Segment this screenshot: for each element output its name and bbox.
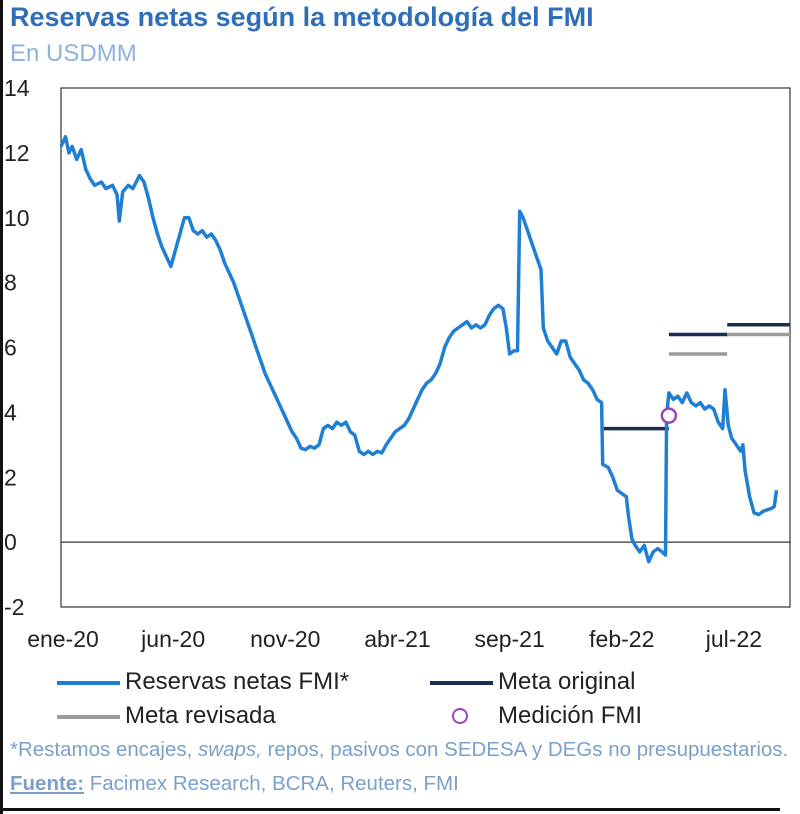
- legend-label-medicion: Medición FMI: [498, 702, 643, 729]
- y-tick-label: -2: [4, 594, 24, 620]
- legend-label-meta-revisada: Meta revisada: [125, 702, 276, 729]
- x-axis: ene-20 jun-20 nov-20 abr-21 sep-21 feb-22 jul-…: [27, 626, 762, 652]
- series-line-reservas-netas: [59, 134, 779, 564]
- y-axis: 14 12 10 8 6 4 2 0 -2: [4, 75, 30, 620]
- y-tick-label: 12: [4, 140, 30, 166]
- footnote-text-2: repos, pasivos con SEDESA y DEGs no pres…: [261, 738, 789, 761]
- legend-swatch-series: [57, 681, 120, 685]
- y-tick-label: 8: [4, 270, 17, 296]
- y-tick-label: 0: [4, 529, 17, 555]
- footnote-text-1: *Restamos encajes,: [10, 738, 199, 761]
- x-tick-label: sep-21: [474, 626, 544, 652]
- legend-label-series: Reservas netas FMI*: [125, 668, 350, 695]
- footnote-swaps: swaps,: [198, 738, 262, 761]
- chart-subtitle: En USDMM: [10, 40, 137, 67]
- chart-area: 14 12 10 8 6 4 2 0 -2 ene-20 jun-20 nov-20 abr-21 se…: [4, 75, 791, 652]
- footnote-source-label: Fuente:: [10, 772, 85, 795]
- y-tick-label: 14: [4, 75, 30, 101]
- bottom-border: [0, 808, 780, 811]
- x-tick-label: abr-21: [364, 626, 430, 652]
- y-tick-label: 6: [4, 335, 17, 361]
- x-tick-label: jun-20: [140, 626, 205, 652]
- legend-marker-medicion: [452, 708, 468, 724]
- y-tick-label: 2: [4, 464, 17, 490]
- x-tick-label: feb-22: [589, 626, 654, 652]
- x-tick-label: ene-20: [27, 626, 99, 652]
- left-border: [0, 0, 3, 814]
- legend-swatch-meta-original: [430, 681, 493, 685]
- x-tick-label: nov-20: [250, 626, 320, 652]
- y-tick-label: 4: [4, 399, 17, 425]
- x-tick-label: jul-22: [705, 626, 762, 652]
- legend-label-meta-original: Meta original: [498, 668, 636, 695]
- legend-swatch-meta-revisada: [57, 715, 120, 719]
- medicion-fmi-point: [660, 407, 678, 424]
- plot-frame: [60, 87, 791, 608]
- footnote-source-text: Facimex Research, BCRA, Reuters, FMI: [84, 772, 459, 795]
- y-tick-label: 10: [4, 205, 30, 231]
- footnote: *Restamos encajes, swaps, repos, pasivos…: [10, 733, 790, 801]
- chart-title: Reservas netas según la metodología del …: [10, 2, 594, 32]
